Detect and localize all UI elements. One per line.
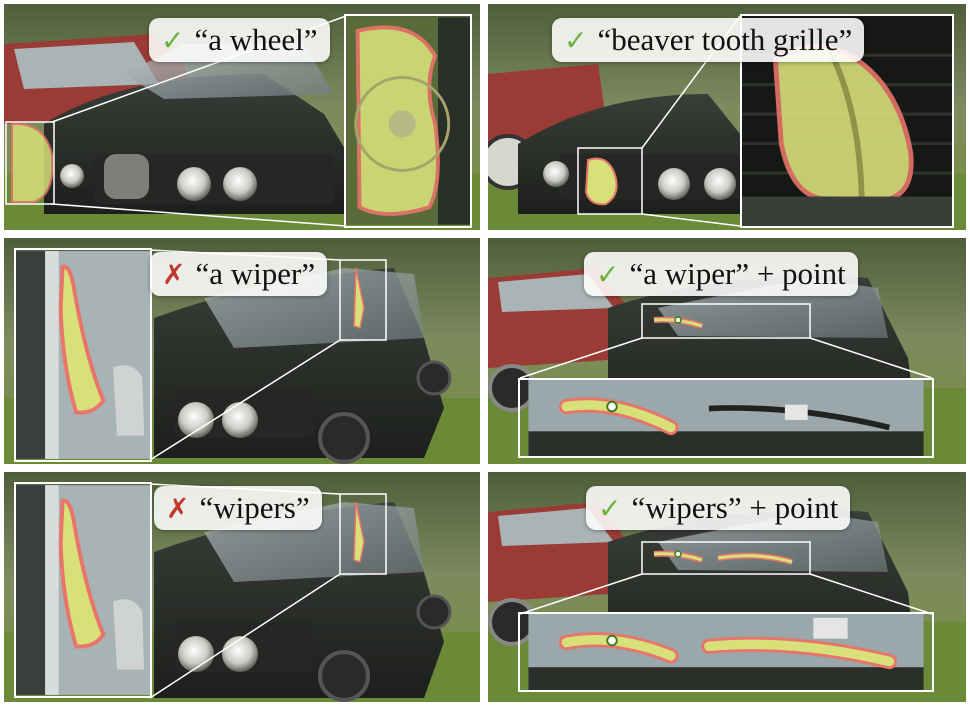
zoom-inset-wiper xyxy=(14,248,152,462)
prompt-text: “a wheel” xyxy=(194,22,317,58)
prompt-text: “beaver tooth grille” xyxy=(597,22,852,58)
check-icon: ✓ xyxy=(598,492,621,525)
panel-wipers-point: ✓ “wipers” + point xyxy=(488,472,966,702)
prompt-text: “wipers” xyxy=(199,490,309,526)
prompt-label: ✓ “wipers” + point xyxy=(586,486,850,530)
zoom-inset-wipers xyxy=(14,482,152,698)
prompt-text: “a wiper” xyxy=(195,256,315,292)
prompt-text: “a wiper” + point xyxy=(629,256,845,292)
zoom-inset-wheel xyxy=(344,14,472,228)
prompt-label: ✓ “beaver tooth grille” xyxy=(552,18,864,62)
prompt-label: ✓ “a wheel” xyxy=(149,18,330,62)
check-icon: ✓ xyxy=(161,24,184,57)
zoom-inset-wiper-point xyxy=(518,378,934,458)
prompt-label: ✗ “a wiper” xyxy=(150,252,327,296)
panel-wipers: ✗ “wipers” xyxy=(4,472,480,702)
panel-beaver-tooth-grille: ✓ “beaver tooth grille” xyxy=(488,4,966,230)
prompt-label: ✗ “wipers” xyxy=(154,486,322,530)
zoom-inset-wipers-point xyxy=(518,612,934,692)
check-icon: ✓ xyxy=(596,258,619,291)
panel-a-wiper: ✗ “a wiper” xyxy=(4,238,480,464)
cross-icon: ✗ xyxy=(166,492,189,525)
panel-a-wheel: ✓ “a wheel” xyxy=(4,4,480,230)
check-icon: ✓ xyxy=(564,24,587,57)
panel-a-wiper-point: ✓ “a wiper” + point xyxy=(488,238,966,464)
cross-icon: ✗ xyxy=(162,258,185,291)
prompt-text: “wipers” + point xyxy=(631,490,838,526)
prompt-label: ✓ “a wiper” + point xyxy=(584,252,858,296)
